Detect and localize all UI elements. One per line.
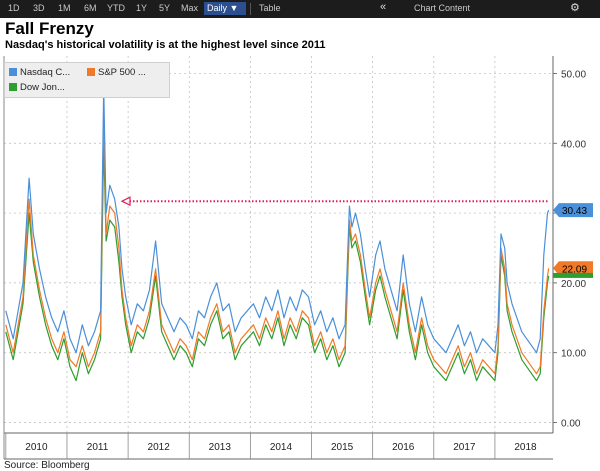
y-tick-label: 20.00 (561, 279, 586, 290)
last-value-label-0: 30.43 (562, 206, 587, 217)
x-tick-label: 2016 (392, 442, 415, 453)
legend-item-sp500[interactable]: S&P 500 ... (87, 67, 146, 78)
legend: Nasdaq C... S&P 500 ... Dow Jon... (4, 62, 170, 98)
frequency-dropdown[interactable]: Daily ▼ (204, 2, 246, 15)
period-max[interactable]: Max (181, 3, 199, 13)
plot-background (4, 56, 553, 433)
x-tick-label: 2015 (331, 442, 354, 453)
annotation-arrowhead (120, 196, 131, 207)
last-value-badge-1 (553, 261, 593, 276)
collapse-icon[interactable]: « (380, 1, 387, 13)
series-line-1[interactable] (5, 107, 550, 375)
period-6m[interactable]: 6M (84, 3, 97, 13)
period-5y[interactable]: 5Y (159, 3, 171, 13)
legend-item-nasdaq[interactable]: Nasdaq C... (9, 67, 70, 78)
period-1d[interactable]: 1D (8, 3, 20, 13)
x-tick-label: 2012 (148, 442, 171, 453)
x-tick-label: 2014 (270, 442, 293, 453)
toolbar-divider (250, 3, 251, 15)
y-tick-label: 40.00 (561, 139, 586, 150)
period-ytd[interactable]: YTD (107, 3, 125, 13)
legend-swatch-dow (9, 83, 17, 91)
legend-swatch-nasdaq (9, 68, 17, 76)
y-tick-label: 10.00 (561, 349, 586, 360)
period-1m[interactable]: 1M (58, 3, 71, 13)
y-tick-label: 0.00 (561, 419, 581, 430)
legend-swatch-sp500 (87, 68, 95, 76)
series-line-0[interactable] (5, 86, 550, 354)
chart-subtitle: Nasdaq's historical volatility is at the… (5, 39, 326, 51)
last-value-badge-2 (553, 272, 593, 278)
x-tick-label: 2011 (87, 442, 109, 453)
legend-label-sp500: S&P 500 ... (98, 67, 146, 78)
x-tick-label: 2010 (25, 442, 48, 453)
chart-area: 0.0010.0020.0030.0040.0050.0020102011201… (3, 56, 593, 460)
x-tick-label: 2017 (453, 442, 476, 453)
y-tick-label: 50.00 (561, 69, 586, 80)
period-1y[interactable]: 1Y (136, 3, 148, 13)
x-tick-label: 2013 (209, 442, 232, 453)
gear-icon[interactable]: ⚙ (570, 2, 580, 14)
last-value-label-1: 22.09 (562, 264, 587, 275)
legend-item-dow[interactable]: Dow Jon... (9, 82, 65, 93)
legend-label-dow: Dow Jon... (20, 82, 65, 93)
chart-title: Fall Frenzy (5, 19, 94, 38)
period-3d[interactable]: 3D (33, 3, 45, 13)
legend-label-nasdaq: Nasdaq C... (20, 67, 71, 78)
chart-content-button[interactable]: Chart Content (414, 3, 471, 13)
source-note: Source: Bloomberg (4, 460, 90, 471)
series-line-2[interactable] (5, 142, 550, 382)
table-button[interactable]: Table (259, 3, 281, 13)
x-tick-label: 2018 (514, 442, 537, 453)
toolbar: 1D 3D 1M 6M YTD 1Y 5Y Max Daily ▼ Table … (0, 0, 600, 18)
last-value-badge-0 (553, 203, 593, 218)
